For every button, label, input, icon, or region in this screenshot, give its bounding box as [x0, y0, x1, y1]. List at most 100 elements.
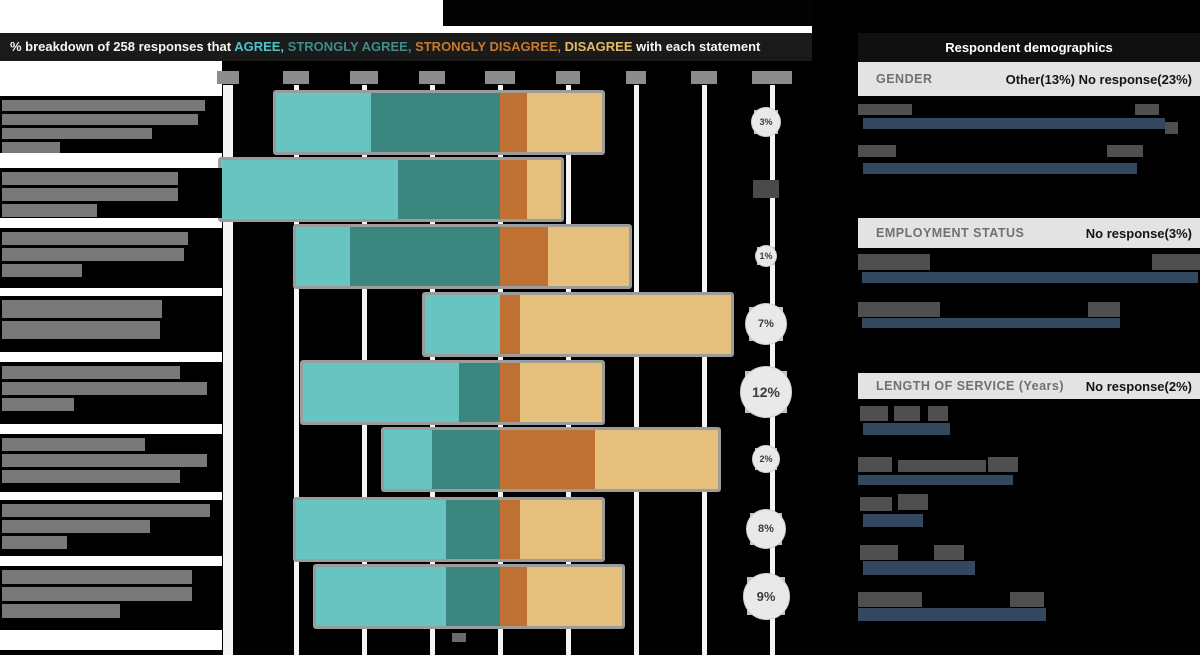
axis-tick-label-redacted: [485, 71, 515, 84]
statement-text-line-redacted: [2, 232, 188, 245]
section-note: Other(13%) No response(23%): [1005, 71, 1192, 87]
legend-words: AGREE, STRONGLY AGREE, STRONGLY DISAGREE…: [234, 39, 632, 54]
segment-agree: [316, 567, 446, 626]
statement-text-line-redacted: [2, 366, 180, 379]
demographic-label-redacted: [858, 104, 912, 115]
demographic-label-redacted: [858, 457, 892, 472]
demographic-value-redacted: [1107, 145, 1143, 157]
statement-text-line-redacted: [2, 520, 150, 533]
demographic-value-redacted: [934, 545, 964, 560]
demographic-bar: [863, 163, 1137, 174]
segment-strongly-agree: [445, 567, 500, 626]
segment-strongly-agree: [445, 500, 500, 559]
section-heading: GENDER: [876, 72, 933, 86]
segment-strongly-agree: [370, 93, 500, 152]
demographics-title: Respondent demographics: [858, 33, 1200, 62]
demographic-bar: [862, 272, 1198, 283]
axis-tick-label-redacted: [691, 71, 717, 84]
segment-agree: [384, 430, 432, 489]
axis-tick-label-redacted: [556, 71, 580, 84]
segment-agree: [425, 295, 500, 354]
demographic-bar: [862, 318, 1120, 328]
segment-strongly-disagree: [499, 430, 596, 489]
segment-disagree: [520, 295, 732, 354]
axis-tick-label-redacted: [283, 71, 309, 84]
section-note: No response(2%): [1085, 378, 1192, 394]
no-response-bubble: 1%: [755, 245, 777, 267]
statement-text-line-redacted: [2, 604, 120, 618]
statement-bar-row: [296, 500, 602, 559]
demographic-value-redacted: [1088, 302, 1120, 317]
legend-word-disagree: DISAGREE: [564, 39, 633, 54]
statement-text-line-redacted: [2, 100, 205, 111]
statement-text-line-redacted: [2, 536, 67, 549]
demographic-bar: [858, 475, 1013, 485]
statement-bar-row: [425, 295, 732, 354]
no-response-bubble: 7%: [745, 303, 787, 345]
segment-disagree: [527, 567, 623, 626]
statement-text-line-redacted: [2, 142, 60, 153]
statement-text-line-redacted: [2, 398, 74, 411]
section-heading: LENGTH OF SERVICE (Years): [876, 379, 1065, 393]
demographic-bar: [863, 561, 975, 575]
section-header-employment-status: EMPLOYMENT STATUS No response(3%): [858, 218, 1200, 248]
demographic-label-redacted: [858, 592, 922, 607]
title-redacted-block: [443, 0, 812, 26]
demographic-bar: [863, 423, 950, 435]
segment-disagree: [527, 160, 562, 219]
demographic-label-redacted: [898, 494, 928, 510]
segment-strongly-agree: [431, 430, 500, 489]
statement-bar-row: [302, 363, 602, 422]
section-note: No response(3%): [1085, 225, 1192, 241]
demographic-label-redacted: [894, 406, 920, 421]
statement-label-redacted: [0, 96, 222, 153]
statement-label-redacted: [0, 500, 222, 556]
segment-disagree: [595, 430, 718, 489]
gridline: [293, 85, 299, 655]
section-heading: EMPLOYMENT STATUS: [876, 226, 1025, 240]
subtitle-prefix: % breakdown of 258 responses that: [10, 39, 235, 54]
demographic-value-redacted: [988, 457, 1018, 472]
subtitle-legend-bar: % breakdown of 258 responses that AGREE,…: [0, 33, 812, 61]
segment-strongly-disagree: [499, 500, 521, 559]
statement-text-line-redacted: [2, 321, 160, 339]
section-header-gender: GENDER Other(13%) No response(23%): [858, 62, 1200, 96]
demographic-bar: [858, 608, 1046, 621]
demographic-label-redacted: [858, 254, 930, 270]
segment-agree: [275, 93, 371, 152]
statement-text-line-redacted: [2, 114, 198, 125]
statement-bar-row: [384, 430, 718, 489]
demographic-label-redacted: [858, 302, 940, 317]
demographic-bar: [863, 514, 923, 527]
statement-label-redacted: [0, 362, 222, 424]
segment-strongly-disagree: [499, 567, 528, 626]
segment-strongly-disagree: [499, 227, 548, 286]
no-response-value-redacted: [753, 180, 779, 198]
legend-word-agree: AGREE,: [234, 39, 288, 54]
statement-text-line-redacted: [2, 172, 178, 185]
axis-tick-label-redacted: [350, 71, 378, 84]
axis-tick-label-redacted: [217, 71, 239, 84]
no-response-bubble: 2%: [752, 445, 780, 473]
statement-label-redacted: [0, 434, 222, 492]
axis-tick-label-redacted: [626, 71, 646, 84]
statement-text-line-redacted: [2, 438, 145, 451]
gridline: [223, 85, 233, 655]
segment-strongly-agree: [397, 160, 500, 219]
gridline: [701, 85, 707, 655]
statement-text-line-redacted: [2, 570, 192, 584]
segment-disagree: [520, 363, 602, 422]
no-response-bubble: 12%: [740, 366, 792, 418]
demographics-panel: Respondent demographics GENDER Other(13%)…: [858, 33, 1200, 655]
statement-text-line-redacted: [2, 204, 97, 217]
segment-strongly-disagree: [499, 160, 528, 219]
demographic-bar: [863, 118, 1165, 129]
segment-disagree: [527, 93, 602, 152]
segment-strongly-agree: [459, 363, 500, 422]
statement-label-redacted: [0, 168, 222, 218]
no-response-bubble: 8%: [746, 509, 786, 549]
statement-bar-row: [275, 93, 602, 152]
axis-tick-label-redacted: [752, 71, 792, 84]
statement-label-redacted: [0, 566, 222, 630]
